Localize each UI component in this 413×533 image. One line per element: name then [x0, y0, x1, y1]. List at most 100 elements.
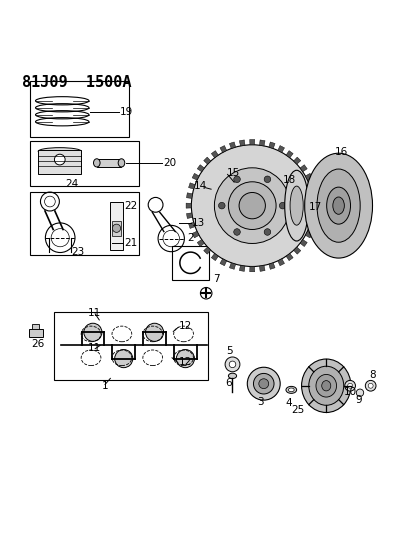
Polygon shape [219, 259, 226, 266]
Text: 25: 25 [290, 406, 304, 416]
Ellipse shape [93, 159, 100, 167]
Text: 26: 26 [31, 339, 44, 349]
Bar [30, 192, 139, 255]
Circle shape [112, 224, 120, 232]
Polygon shape [285, 151, 292, 158]
Text: 21: 21 [123, 238, 137, 248]
Polygon shape [188, 183, 195, 189]
Circle shape [364, 381, 375, 391]
Circle shape [344, 381, 355, 391]
Polygon shape [285, 254, 292, 261]
Ellipse shape [301, 359, 350, 413]
Polygon shape [293, 157, 300, 164]
Ellipse shape [285, 386, 296, 393]
Circle shape [233, 229, 240, 235]
Ellipse shape [316, 169, 359, 242]
Bar [97, 159, 121, 167]
Polygon shape [299, 165, 306, 172]
Polygon shape [305, 173, 311, 180]
Polygon shape [197, 239, 204, 247]
Circle shape [191, 145, 312, 266]
Circle shape [176, 350, 194, 368]
Ellipse shape [321, 381, 330, 391]
Polygon shape [229, 263, 235, 269]
Text: 20: 20 [163, 158, 176, 168]
Polygon shape [186, 193, 192, 198]
Circle shape [258, 379, 268, 389]
Circle shape [228, 182, 275, 230]
Text: 22: 22 [123, 200, 137, 211]
Text: 16: 16 [335, 147, 348, 157]
Ellipse shape [308, 366, 343, 405]
Text: 12: 12 [178, 321, 192, 331]
Text: 11: 11 [88, 343, 101, 353]
Polygon shape [188, 222, 195, 229]
Bar [30, 82, 128, 137]
Bar [110, 201, 122, 250]
Polygon shape [192, 231, 199, 238]
Bar [54, 312, 208, 379]
Ellipse shape [284, 170, 308, 241]
Text: 7: 7 [213, 274, 220, 284]
Ellipse shape [38, 148, 81, 155]
Circle shape [233, 176, 240, 183]
Circle shape [238, 192, 265, 219]
Polygon shape [186, 213, 192, 219]
Polygon shape [305, 231, 311, 238]
Ellipse shape [288, 388, 294, 392]
Circle shape [263, 229, 270, 235]
Polygon shape [309, 222, 315, 229]
Circle shape [263, 176, 270, 183]
Polygon shape [211, 151, 218, 158]
Text: 14: 14 [193, 181, 206, 191]
Text: 17: 17 [308, 202, 321, 212]
Polygon shape [203, 157, 210, 164]
Bar [38, 150, 81, 174]
Polygon shape [185, 203, 191, 208]
Ellipse shape [326, 187, 350, 224]
Circle shape [356, 389, 363, 397]
Polygon shape [277, 146, 284, 152]
Circle shape [279, 203, 285, 209]
Bar [29, 329, 43, 337]
Text: 12: 12 [178, 357, 192, 367]
Text: 81J09  1500A: 81J09 1500A [22, 75, 131, 90]
Polygon shape [259, 265, 264, 271]
Ellipse shape [228, 373, 236, 378]
Polygon shape [192, 173, 199, 180]
Polygon shape [203, 247, 210, 254]
Text: 15: 15 [226, 168, 240, 177]
Circle shape [367, 383, 372, 388]
Ellipse shape [290, 186, 302, 225]
Bar [112, 221, 121, 236]
Circle shape [347, 383, 352, 388]
Text: 13: 13 [191, 219, 204, 228]
Text: 11: 11 [88, 308, 101, 318]
Ellipse shape [332, 197, 344, 214]
Text: 24: 24 [65, 179, 78, 189]
Polygon shape [249, 266, 254, 272]
Text: 6: 6 [225, 378, 231, 389]
Text: 3: 3 [256, 397, 263, 407]
Polygon shape [259, 140, 264, 146]
Text: 10: 10 [343, 387, 356, 397]
Text: 1: 1 [102, 381, 109, 391]
Polygon shape [299, 239, 306, 247]
Polygon shape [239, 265, 244, 271]
Ellipse shape [304, 153, 372, 258]
Circle shape [253, 374, 273, 394]
Polygon shape [197, 165, 204, 172]
Bar [32, 324, 39, 329]
Ellipse shape [118, 159, 124, 167]
Text: 9: 9 [355, 395, 362, 405]
Ellipse shape [315, 375, 336, 397]
Polygon shape [311, 213, 317, 219]
Polygon shape [239, 140, 244, 146]
Polygon shape [268, 142, 274, 149]
Polygon shape [229, 142, 235, 149]
Polygon shape [249, 140, 254, 145]
Text: 19: 19 [119, 107, 133, 117]
Text: 18: 18 [282, 175, 296, 185]
Circle shape [225, 357, 239, 372]
Bar [172, 246, 209, 280]
